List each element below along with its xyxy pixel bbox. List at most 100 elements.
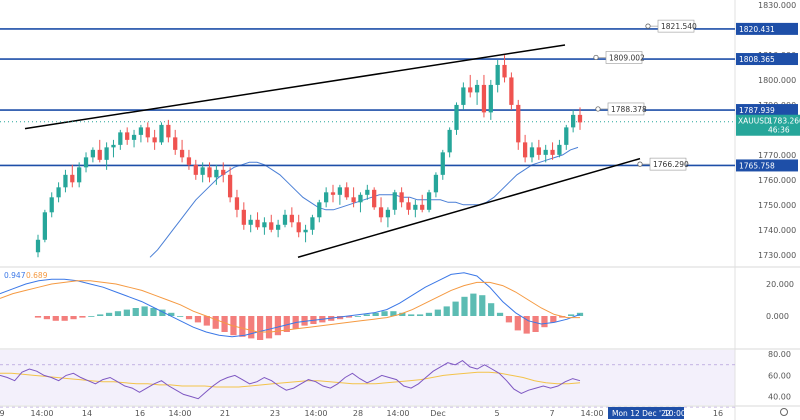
candle-body <box>77 167 82 183</box>
annotation-label: 1821.540 <box>661 22 697 31</box>
candle-body <box>378 207 384 218</box>
candle-body <box>529 147 535 158</box>
macd-histogram-bar <box>194 316 202 323</box>
candle-body <box>385 209 391 218</box>
macd-histogram-bar <box>425 312 433 316</box>
candle-body <box>344 187 349 198</box>
x-tick-label: 23 <box>270 409 280 418</box>
candle-body <box>495 64 500 85</box>
macd-signal-line <box>0 280 580 333</box>
macd-histogram-bar <box>212 316 219 329</box>
macd-histogram-bar <box>488 303 495 316</box>
x-tick-label: 14 <box>82 409 92 418</box>
candle-body <box>468 87 473 93</box>
rsi-line <box>0 359 581 400</box>
macd-histogram-bar <box>381 311 388 316</box>
y-tick-label: 1740.000 <box>758 226 796 235</box>
level-price-tag <box>736 53 798 66</box>
macd-histogram-bar <box>239 316 246 337</box>
candle-body <box>234 197 240 210</box>
candle-body <box>63 174 68 188</box>
macd-histogram-bar <box>336 316 344 320</box>
macd-signal-value-label: 0.689 <box>26 271 48 280</box>
macd-histogram-bar <box>550 316 557 323</box>
macd-histogram-bar <box>532 316 539 332</box>
candle-body <box>440 152 445 175</box>
candle-body <box>365 189 370 195</box>
candle-body <box>522 142 528 158</box>
current-time-label: 10:00 <box>664 409 686 418</box>
current-price-label: 1783.260 <box>768 117 800 126</box>
x-tick-label: 16 <box>713 409 723 418</box>
rsi-axis-label: 40.00 <box>768 393 791 402</box>
candle-body <box>413 204 418 210</box>
candle-body <box>152 137 157 143</box>
candle-body <box>275 224 281 230</box>
candle-body <box>454 104 459 130</box>
macd-histogram-bar <box>168 312 175 316</box>
annotation-marker <box>595 106 601 112</box>
candle-body <box>111 144 116 148</box>
candle-body <box>351 197 356 203</box>
macd-histogram-bar <box>301 316 308 326</box>
macd-histogram-bar <box>434 309 441 316</box>
y-tick-label: 1750.000 <box>758 201 796 210</box>
macd-histogram-bar <box>452 301 459 316</box>
annotation-marker <box>645 23 651 29</box>
candle-body <box>159 124 164 143</box>
candle-body <box>173 137 178 150</box>
candle-body <box>97 149 102 160</box>
x-tick-label: 5 <box>494 409 499 418</box>
macd-axis-label: 20.000 <box>766 280 794 289</box>
level-price-label: 1787.939 <box>739 106 775 115</box>
candle-body <box>186 157 192 165</box>
candle-body <box>35 239 41 253</box>
candle-body <box>166 124 171 138</box>
candle-body <box>502 64 507 78</box>
x-tick-label: 14:00 <box>30 409 53 418</box>
macd-histogram-bar <box>257 316 264 340</box>
macd-histogram-bar <box>141 306 148 316</box>
macd-histogram-bar <box>443 306 450 316</box>
annotation-box <box>607 102 645 116</box>
current-date-tag <box>608 407 684 419</box>
macd-histogram-bar <box>505 316 513 323</box>
x-tick-label: 21 <box>220 409 230 418</box>
candle-body <box>303 229 308 233</box>
x-tick-label: 28 <box>353 409 363 418</box>
annotation-box <box>605 51 643 64</box>
annotation-label: 1809.002 <box>609 53 645 62</box>
x-tick-label: Dec <box>430 409 445 418</box>
x-tick-label: 7 <box>549 409 554 418</box>
level-price-label: 1765.758 <box>739 161 775 170</box>
candle-body <box>241 209 246 225</box>
rsi-ma-line <box>0 371 581 388</box>
channel-lower-line <box>297 157 641 258</box>
candle-body <box>461 87 466 105</box>
annotation-box <box>657 19 695 33</box>
candle-body <box>577 114 583 123</box>
candle-body <box>282 214 288 225</box>
candle-body <box>543 149 548 155</box>
candle-body <box>70 174 75 183</box>
candle-body <box>118 132 123 145</box>
macd-value-label: 0.947 <box>4 271 26 280</box>
symbol-label: XAUUSD <box>738 117 770 126</box>
macd-histogram-bar <box>372 312 379 316</box>
candle-body <box>516 104 521 143</box>
rsi-axis-label: 80.00 <box>768 350 791 359</box>
candle-body <box>90 149 96 158</box>
current-price-tag <box>736 114 800 136</box>
macd-histogram-bar <box>354 316 361 317</box>
candle-body <box>488 84 493 113</box>
candle-body <box>221 169 226 175</box>
macd-histogram-bar <box>70 316 77 320</box>
candle-body <box>550 149 555 155</box>
macd-histogram-bar <box>363 314 370 316</box>
y-tick-label: 1760.000 <box>758 176 796 185</box>
macd-histogram-bar <box>523 316 530 334</box>
level-price-tag <box>736 104 798 117</box>
candle-body <box>372 189 377 208</box>
